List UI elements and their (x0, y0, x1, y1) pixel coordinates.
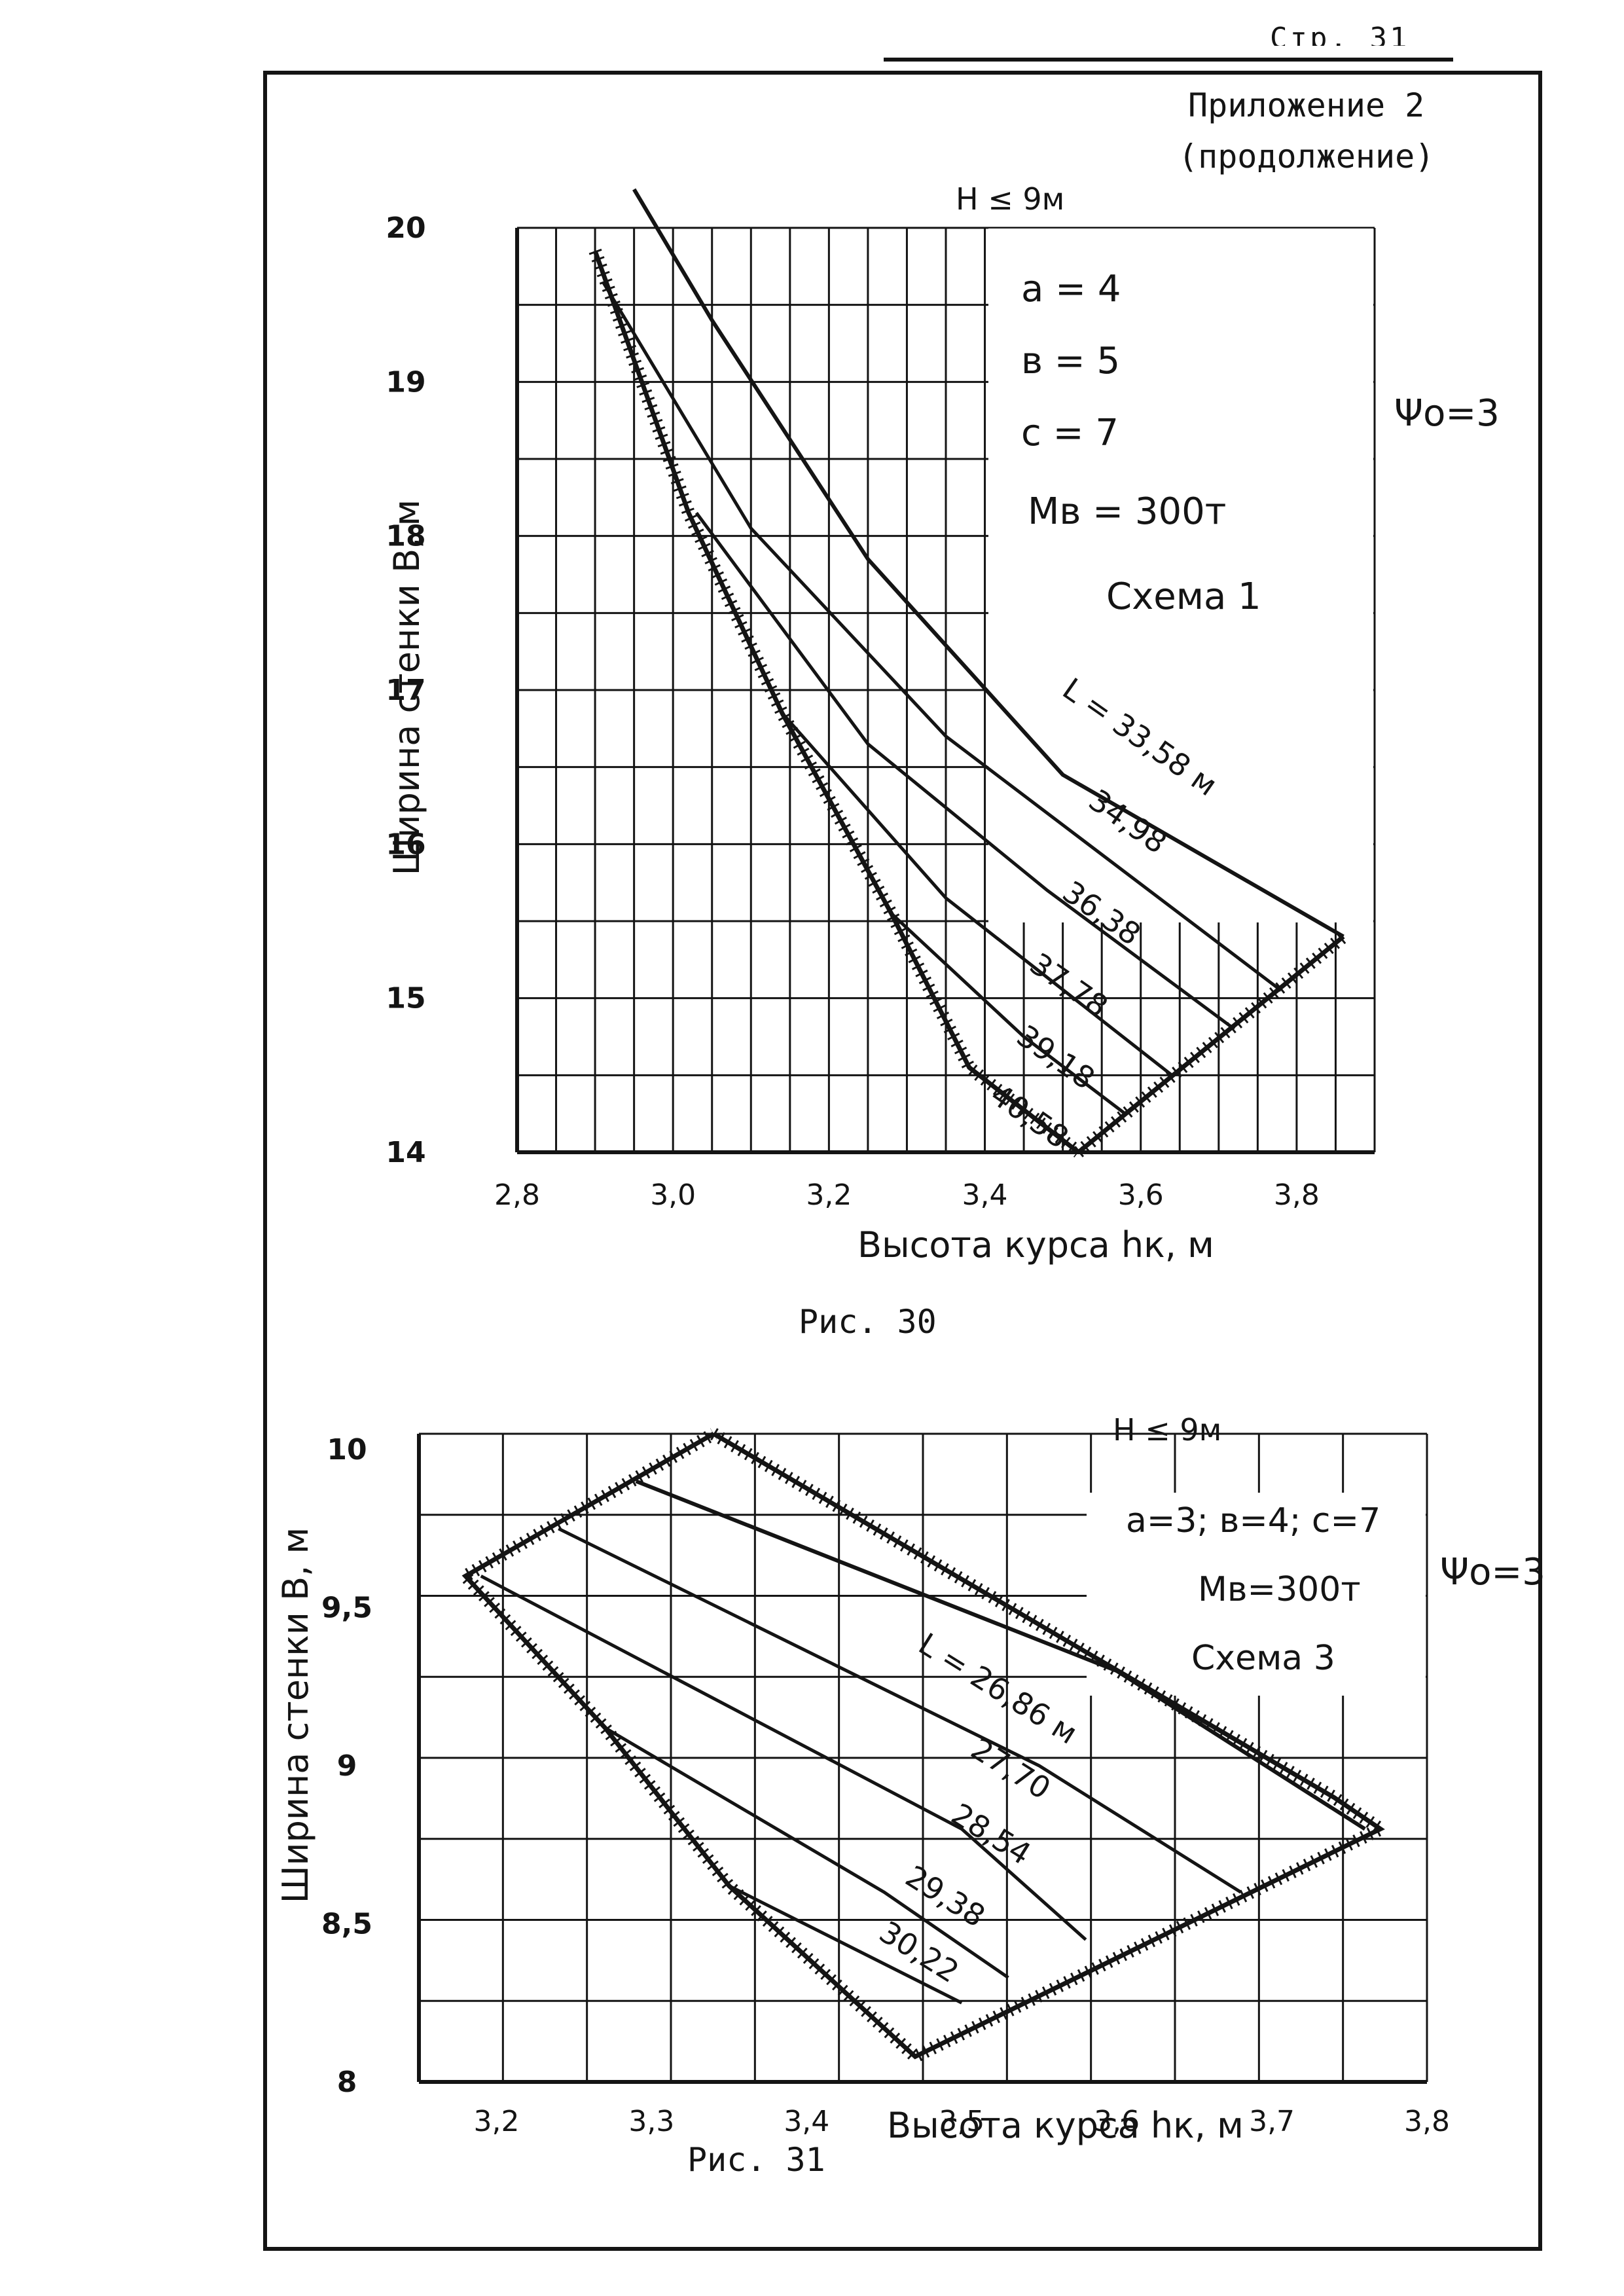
figure-31-caption: Рис. 31 (687, 2141, 825, 2179)
series-label: 40,58 (984, 1077, 1075, 1156)
y-axis-title: Ширина стенки В, м (275, 1527, 316, 1903)
side-label: Ψо=3 (1394, 392, 1500, 435)
param-label: Mв = 300т (1028, 490, 1226, 533)
series-line (635, 1479, 1366, 1831)
x-tick-label: 3,7 (1249, 2105, 1295, 2138)
header-rule (884, 58, 1453, 62)
y-tick-label: 20 (386, 211, 425, 245)
page-number: Стр. 31 (1270, 22, 1410, 46)
x-tick-label: 3,4 (962, 1178, 1008, 1212)
param-label: a = 4 (1021, 268, 1121, 310)
param-label: c = 7 (1021, 412, 1119, 454)
top-label: H ≤ 9м (1113, 1412, 1221, 1448)
param-label: в = 5 (1021, 340, 1120, 382)
param-label: Схема 1 (1106, 575, 1261, 618)
x-axis-title: Высота курса hк, м (887, 2105, 1244, 2146)
x-tick-label: 3,3 (628, 2105, 674, 2138)
series-label: 27,70 (965, 1731, 1056, 1807)
params-background (988, 228, 1373, 922)
page-frame (263, 71, 1542, 2251)
series-label: 28,54 (945, 1796, 1037, 1872)
param-label: a=3; в=4; c=7 (1126, 1501, 1380, 1540)
y-tick-label: 19 (386, 365, 425, 399)
y-tick-label: 17 (386, 674, 425, 707)
boundary-line-hatch (455, 1428, 1394, 2065)
series-line (558, 1527, 1242, 1894)
x-tick-label: 3,0 (650, 1178, 696, 1212)
side-label: Ψо=3 (1440, 1551, 1545, 1594)
series-label: L = 26,86 м (912, 1626, 1083, 1751)
series-line (480, 1575, 1087, 1941)
x-tick-label: 3,4 (784, 2105, 829, 2138)
series-line (601, 281, 1282, 992)
x-tick-label: 3,2 (473, 2105, 519, 2138)
x-tick-label: 3,6 (1094, 2105, 1140, 2138)
params-background (1087, 1493, 1426, 1696)
series-line (968, 1066, 1079, 1154)
y-tick-label: 8 (337, 2066, 357, 2099)
figure-30-caption: Рис. 30 (799, 1303, 937, 1341)
appendix-line-1: Приложение 2 (1188, 86, 1425, 124)
y-tick-label: 15 (386, 982, 425, 1015)
param-label: Схема 3 (1191, 1639, 1335, 1678)
y-tick-label: 9,5 (321, 1592, 372, 1625)
x-tick-label: 2,8 (494, 1178, 540, 1212)
boundary-right-hatch (1074, 931, 1348, 1157)
x-tick-label: 3,5 (939, 2105, 984, 2138)
figure-31-chart: 3,2 3,3 3,4 3,5 3,6 3,7 3,8 8 8,5 9 9,5 10 Высота ку… (275, 1412, 1545, 2146)
appendix-line-2: (продолжение) (1178, 137, 1435, 175)
y-tick-label: 14 (386, 1136, 425, 1169)
boundary-left-hatch (588, 248, 1083, 1157)
boundary-right (1077, 934, 1345, 1154)
series-line (890, 912, 1127, 1116)
y-tick-label: 10 (327, 1433, 367, 1467)
x-tick-label: 3,8 (1274, 1178, 1320, 1212)
figure-30-chart: 2,8 3,0 3,2 3,4 3,6 3,8 14 15 16 17 18 19 20 Высота к… (386, 181, 1500, 1266)
x-tick-label: 3,2 (806, 1178, 852, 1212)
y-tick-label: 16 (386, 828, 425, 861)
series-line (781, 712, 1173, 1077)
y-tick-label: 9 (337, 1749, 357, 1783)
y-tick-label: 18 (386, 520, 425, 553)
param-label: Mв=300т (1198, 1570, 1361, 1609)
x-tick-label: 3,8 (1404, 2105, 1450, 2138)
appendix-label: Приложение 2 (продолжение) (1178, 80, 1434, 182)
x-axis-title: Высота курса hк, м (857, 1224, 1214, 1266)
x-tick-label: 3,6 (1118, 1178, 1164, 1212)
series-line (632, 188, 1344, 939)
series-label: 30,22 (873, 1914, 965, 1990)
series-line (695, 511, 1236, 1030)
y-tick-label: 8,5 (321, 1908, 372, 1941)
series-line (728, 1884, 963, 2005)
y-axis-title: Ширина стенки В, м (386, 500, 427, 875)
series-line (604, 1726, 1009, 1979)
series-label: 29,38 (899, 1859, 991, 1935)
top-label: H ≤ 9м (956, 181, 1064, 217)
